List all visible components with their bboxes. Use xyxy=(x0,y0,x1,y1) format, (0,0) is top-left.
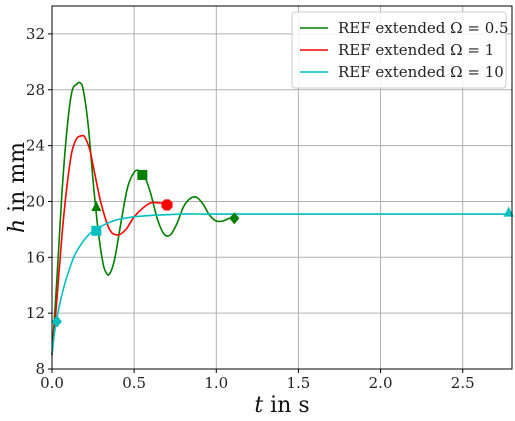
x-tick-label: 1.5 xyxy=(286,374,310,392)
y-tick-label: 12 xyxy=(26,304,45,322)
legend-box xyxy=(291,11,507,89)
x-axis-label: t in s xyxy=(254,393,309,418)
marker-octagon xyxy=(161,199,173,211)
y-tick-label: 8 xyxy=(35,360,45,378)
x-axis-ticks: 0.0 0.5 1.0 1.5 2.0 2.5 xyxy=(40,369,475,392)
marker-square xyxy=(137,169,148,180)
x-tick-label: 1.0 xyxy=(204,374,228,392)
series-line-1 xyxy=(51,134,168,356)
legend: REF extended Ω = 0.5 REF extended Ω = 1 RE… xyxy=(291,11,509,89)
x-tick-label: 2.5 xyxy=(451,374,475,392)
marker-triangle xyxy=(91,201,102,212)
legend-label: REF extended Ω = 0.5 xyxy=(338,19,509,37)
y-tick-label: 20 xyxy=(26,192,45,210)
marker-diamond xyxy=(51,315,62,328)
plot-frame xyxy=(51,5,513,370)
marker-layer xyxy=(51,169,514,328)
x-tick-label: 0.5 xyxy=(122,374,146,392)
y-axis-unit-text: in mm xyxy=(5,142,30,219)
y-tick-label: 24 xyxy=(26,137,45,155)
series-layer xyxy=(51,81,509,356)
x-tick-label: 0.0 xyxy=(40,374,64,392)
marker-diamond xyxy=(229,212,240,225)
x-axis-unit-text: in s xyxy=(263,393,309,418)
series-line-2 xyxy=(51,213,509,356)
y-axis-label: h in mm xyxy=(5,142,30,233)
y-axis-symbol: h xyxy=(5,219,30,233)
x-tick-label: 2.0 xyxy=(369,374,393,392)
marker-triangle xyxy=(503,206,514,217)
legend-items: REF extended Ω = 0.5 REF extended Ω = 1 RE… xyxy=(300,19,509,81)
x-axis-symbol: t xyxy=(254,393,263,418)
y-axis-ticks: 8 12 16 20 24 28 32 xyxy=(26,25,52,378)
legend-label: REF extended Ω = 10 xyxy=(338,63,504,81)
legend-label: REF extended Ω = 1 xyxy=(338,41,494,59)
y-tick-label: 16 xyxy=(26,248,45,266)
y-tick-label: 28 xyxy=(26,81,45,99)
marker-square xyxy=(91,225,102,236)
y-tick-label: 32 xyxy=(26,25,45,43)
series-line-0 xyxy=(51,81,233,356)
